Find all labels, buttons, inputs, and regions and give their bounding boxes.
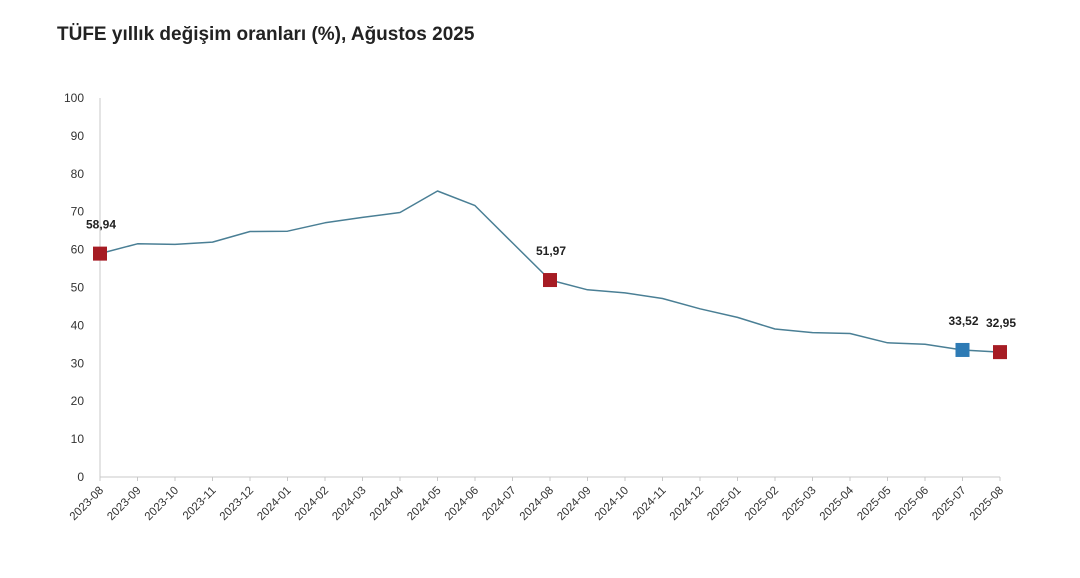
x-tick-label: 2025-01 [705, 485, 743, 523]
x-tick-label: 2024-02 [293, 485, 331, 523]
y-tick-label: 90 [71, 129, 85, 143]
x-tick-label: 2024-03 [330, 485, 368, 523]
highlight-markers [93, 246, 1007, 360]
highlight-marker [93, 246, 107, 261]
y-tick-label: 0 [77, 470, 84, 484]
x-tick-label: 2023-09 [105, 485, 143, 523]
x-tick-label: 2024-09 [555, 485, 593, 523]
y-tick-label: 60 [71, 243, 85, 257]
data-label: 32,95 [986, 316, 1016, 330]
data-label: 58,94 [86, 218, 116, 232]
x-tick-label: 2024-05 [405, 485, 443, 523]
x-tick-label: 2025-07 [930, 485, 968, 523]
x-tick-label: 2024-08 [518, 485, 556, 523]
y-tick-label: 50 [71, 281, 85, 295]
x-tick-label: 2023-12 [218, 485, 256, 523]
y-tick-label: 20 [71, 394, 85, 408]
data-label: 33,52 [948, 314, 978, 328]
highlight-marker [955, 342, 970, 357]
series-line [99, 190, 1001, 353]
x-axis-ticks: 2023-08 2023-09 2023-10 2023-11 2023-12 2024-… [68, 477, 1006, 523]
x-tick-label: 2024-01 [255, 485, 293, 523]
chart-title: TÜFE yıllık değişim oranları (%), Ağusto… [57, 24, 475, 45]
x-tick-label: 2024-07 [480, 485, 518, 523]
y-tick-label: 80 [71, 167, 85, 181]
y-tick-label: 30 [71, 356, 85, 370]
x-tick-label: 2025-06 [893, 485, 931, 523]
y-axis-ticks: 0 10 20 30 40 50 60 70 80 90 100 [64, 91, 84, 484]
x-tick-label: 2024-11 [631, 485, 669, 523]
x-tick-label: 2024-06 [443, 485, 481, 523]
x-tick-label: 2023-10 [143, 485, 181, 523]
x-tick-label: 2025-04 [818, 484, 857, 523]
y-tick-label: 70 [71, 205, 85, 219]
y-tick-label: 10 [71, 432, 85, 446]
x-tick-label: 2024-12 [668, 485, 706, 523]
chart-axes [99, 98, 1000, 478]
y-tick-label: 100 [64, 91, 84, 105]
x-tick-label: 2025-08 [968, 485, 1006, 523]
x-tick-label: 2024-10 [593, 485, 631, 523]
highlight-marker [543, 273, 557, 288]
x-tick-label: 2025-02 [743, 485, 781, 523]
x-tick-label: 2025-05 [855, 485, 893, 523]
series-layer [99, 190, 1001, 353]
highlight-marker [993, 345, 1007, 360]
x-tick-label: 2023-11 [181, 485, 219, 523]
data-labels: 58,94 51,97 33,52 32,95 [86, 218, 1016, 331]
x-tick-label: 2025-03 [780, 485, 818, 523]
y-tick-label: 40 [71, 318, 85, 332]
data-label: 51,97 [536, 244, 566, 258]
x-tick-label: 2023-08 [68, 485, 106, 523]
x-tick-label: 2024-04 [368, 484, 407, 523]
